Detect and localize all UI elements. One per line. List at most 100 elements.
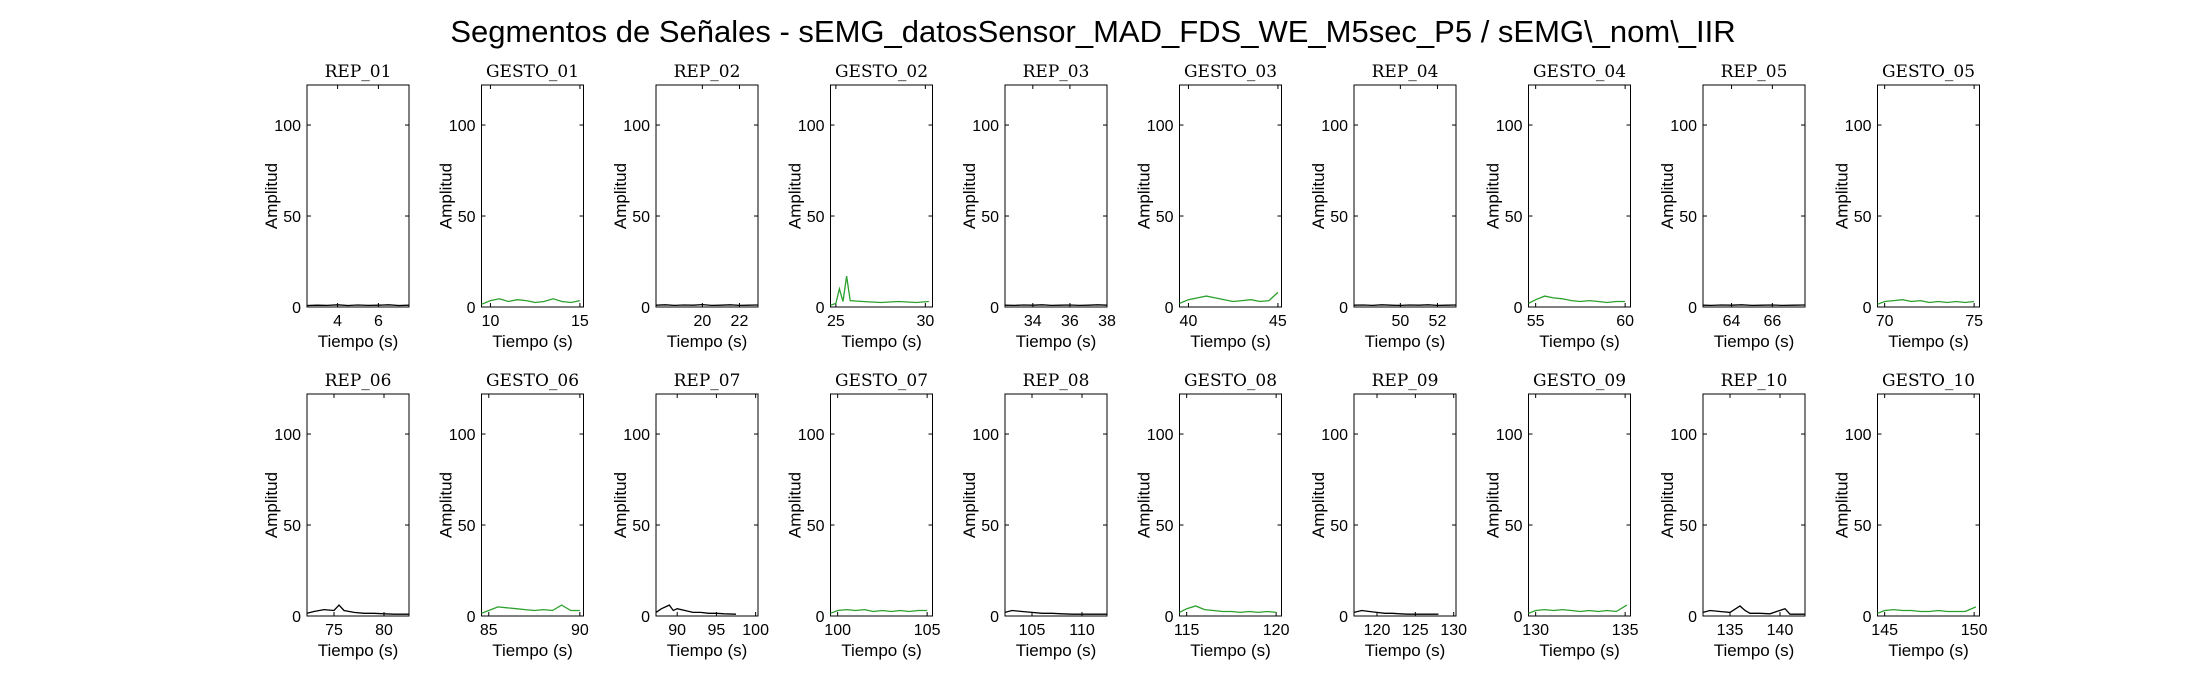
x-tick-label: 100 xyxy=(742,622,769,639)
y-tick-label: 50 xyxy=(1330,518,1348,535)
axes-box xyxy=(1004,84,1108,308)
x-axis-label: Tiempo (s) xyxy=(1539,641,1620,660)
y-tick-label: 100 xyxy=(1147,118,1174,135)
y-tick-label: 100 xyxy=(1321,118,1348,135)
y-axis-label: Amplitud xyxy=(611,163,630,229)
y-tick-label: 50 xyxy=(807,518,825,535)
x-tick-label: 66 xyxy=(1763,313,1781,330)
x-tick-label: 34 xyxy=(1024,313,1042,330)
subplot-title: REP_03 xyxy=(1023,62,1090,82)
y-axis-label: Amplitud xyxy=(1135,472,1154,538)
axes-box xyxy=(481,393,584,617)
y-tick-label: 0 xyxy=(1688,609,1697,626)
subplot-gesto-06: GESTO_06 0 50 100 85 90 Tiempo (s) Amplitud xyxy=(437,371,589,660)
subplot-title: REP_10 xyxy=(1721,371,1788,391)
y-tick-label: 100 xyxy=(1496,118,1523,135)
y-axis-label: Amplitud xyxy=(1309,163,1328,229)
axes-box xyxy=(1702,84,1806,308)
y-tick-label: 50 xyxy=(632,209,650,226)
y-tick-label: 0 xyxy=(292,300,301,317)
y-tick-label: 0 xyxy=(292,609,301,626)
y-axis-label: Amplitud xyxy=(437,163,456,229)
series-line xyxy=(306,604,409,615)
y-tick-label: 50 xyxy=(1156,518,1174,535)
subplot-title: REP_07 xyxy=(674,371,741,391)
subplot-title: GESTO_08 xyxy=(1184,371,1277,391)
y-tick-label: 50 xyxy=(1505,209,1523,226)
y-tick-label: 50 xyxy=(981,518,999,535)
y-tick-label: 0 xyxy=(1339,300,1348,317)
subplot-title: GESTO_01 xyxy=(486,62,579,82)
subplot-title: GESTO_03 xyxy=(1184,62,1277,82)
x-tick-label: 90 xyxy=(571,622,589,639)
y-tick-label: 100 xyxy=(1845,427,1872,444)
y-tick-label: 50 xyxy=(981,209,999,226)
y-tick-label: 50 xyxy=(458,209,476,226)
x-tick-label: 135 xyxy=(1612,622,1639,639)
subplot-title: REP_04 xyxy=(1372,62,1439,82)
y-axis-label: Amplitud xyxy=(262,163,281,229)
subplot-title: GESTO_07 xyxy=(835,371,928,391)
y-tick-label: 0 xyxy=(641,300,650,317)
y-axis-label: Amplitud xyxy=(960,472,979,538)
subplot-title: GESTO_10 xyxy=(1882,371,1975,391)
x-tick-label: 30 xyxy=(916,313,934,330)
subplot-rep-10: REP_10 0 50 100 135 140 Tiempo (s) Amplitud xyxy=(1658,371,1806,660)
subplot-rep-07: REP_07 0 50 100 90 95 100 Tiempo (s) Amplitud xyxy=(611,371,769,660)
x-tick-label: 140 xyxy=(1767,622,1794,639)
y-tick-label: 0 xyxy=(1514,300,1523,317)
x-axis-label: Tiempo (s) xyxy=(1888,332,1969,351)
x-axis-label: Tiempo (s) xyxy=(667,641,748,660)
subplot-title: REP_09 xyxy=(1372,371,1439,391)
x-axis-label: Tiempo (s) xyxy=(1365,332,1446,351)
subplot-title: REP_02 xyxy=(674,62,741,82)
axes-box xyxy=(1702,393,1806,617)
x-tick-label: 75 xyxy=(1965,313,1983,330)
x-tick-label: 64 xyxy=(1723,313,1741,330)
x-tick-label: 135 xyxy=(1717,622,1744,639)
x-axis-label: Tiempo (s) xyxy=(1365,641,1446,660)
subplot-rep-06: REP_06 0 50 100 75 80 Tiempo (s) Amplitud xyxy=(262,371,410,660)
y-tick-label: 50 xyxy=(1679,518,1697,535)
series-line xyxy=(1528,604,1628,614)
subplot-title: REP_08 xyxy=(1023,371,1090,391)
series-line xyxy=(1877,606,1977,614)
x-tick-label: 55 xyxy=(1527,313,1545,330)
subplot-title: GESTO_09 xyxy=(1533,371,1626,391)
y-axis-label: Amplitud xyxy=(1833,472,1852,538)
y-tick-label: 50 xyxy=(458,518,476,535)
y-axis-label: Amplitud xyxy=(437,472,456,538)
x-tick-label: 105 xyxy=(1019,622,1046,639)
x-tick-label: 75 xyxy=(325,622,343,639)
y-axis-label: Amplitud xyxy=(262,472,281,538)
y-tick-label: 0 xyxy=(467,300,476,317)
y-tick-label: 100 xyxy=(1670,118,1697,135)
axes-box xyxy=(655,84,759,308)
x-axis-label: Tiempo (s) xyxy=(1016,332,1097,351)
axes-box xyxy=(1004,393,1108,617)
x-axis-label: Tiempo (s) xyxy=(318,332,399,351)
y-tick-label: 0 xyxy=(1863,300,1872,317)
x-tick-label: 130 xyxy=(1522,622,1549,639)
series-line xyxy=(481,604,580,614)
axes-box xyxy=(1353,393,1457,617)
x-tick-label: 95 xyxy=(708,622,726,639)
subplot-rep-01: REP_01 0 50 100 4 6 Tiempo (s) Amplitud xyxy=(262,62,410,351)
x-axis-label: Tiempo (s) xyxy=(667,332,748,351)
x-tick-label: 125 xyxy=(1402,622,1429,639)
axes-box xyxy=(1528,84,1631,308)
x-tick-label: 45 xyxy=(1269,313,1287,330)
x-tick-label: 145 xyxy=(1871,622,1898,639)
axes-box xyxy=(306,393,410,617)
y-axis-label: Amplitud xyxy=(1309,472,1328,538)
subplot-gesto-04: GESTO_04 0 50 100 55 60 Tiempo (s) Amplitud xyxy=(1484,62,1635,351)
series-line xyxy=(481,298,581,305)
series-line xyxy=(655,604,737,615)
x-tick-label: 38 xyxy=(1098,313,1116,330)
y-axis-label: Amplitud xyxy=(1484,163,1503,229)
axes-box xyxy=(655,393,759,617)
x-axis-label: Tiempo (s) xyxy=(841,332,922,351)
x-axis-label: Tiempo (s) xyxy=(318,641,399,660)
y-axis-label: Amplitud xyxy=(1833,163,1852,229)
y-tick-label: 100 xyxy=(798,118,825,135)
